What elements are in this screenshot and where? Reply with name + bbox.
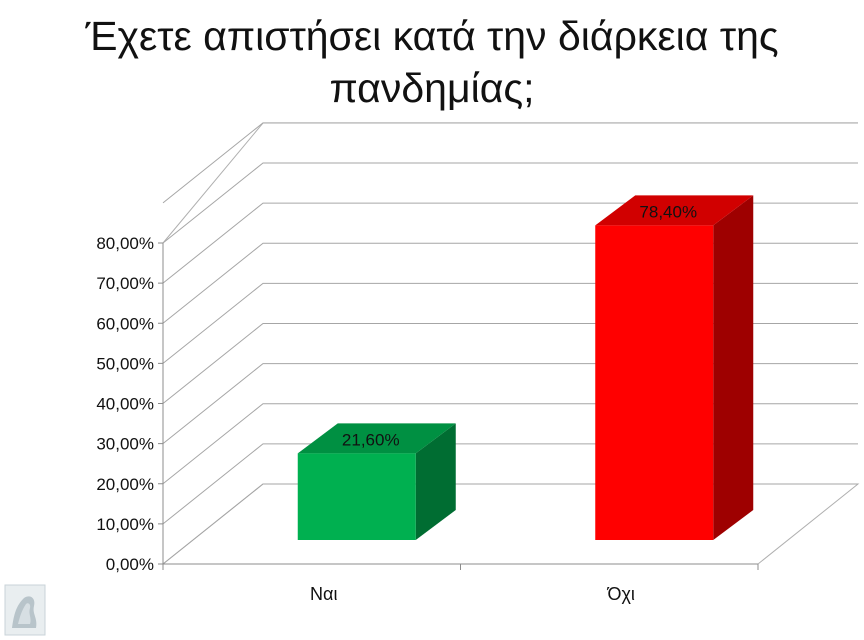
x-axis-ticks: Ναι Όχι [162,564,759,604]
logo-icon [4,584,46,636]
y-tick-label: 50,00% [96,354,154,373]
bar-side [713,195,754,541]
x-tick-label: Ναι [310,584,337,604]
bar-2 [595,195,754,541]
y-axis-ticks: 0,00% 10,00% 20,00% 30,00% 40,00% 50,00% 60,00… [96,234,163,574]
chart-floor [162,483,860,565]
bar-front [595,225,714,541]
chart-title-line-2: πανδημίας; [329,65,535,111]
chart-title: Έχετε απιστήσει κατά την διάρκεια της πα… [0,10,864,114]
bar-1 [297,423,456,540]
y-tick-label: 0,00% [106,555,154,574]
bar-top [297,423,456,454]
chart-title-line-1: Έχετε απιστήσει κατά την διάρκεια της [85,13,779,59]
x-tick-label: Όχι [607,584,635,604]
bar-top [595,195,754,226]
gridline [162,483,858,565]
bar-front [297,453,416,540]
bar-side [415,423,456,540]
gridline [162,162,858,244]
bars [297,195,754,541]
data-labels: 21,60% 78,40% [342,202,697,449]
data-label: 21,60% [342,430,400,449]
gridline [162,122,858,204]
gridlines [162,122,858,565]
y-tick-label: 70,00% [96,274,154,293]
back-wall-top-edge [162,122,858,244]
y-tick-label: 40,00% [96,395,154,414]
y-tick-label: 10,00% [96,515,154,534]
y-tick-label: 30,00% [96,435,154,454]
data-label: 78,40% [639,202,697,221]
chart-walls [162,122,860,565]
y-tick-label: 80,00% [96,234,154,253]
y-tick-label: 20,00% [96,475,154,494]
y-tick-label: 60,00% [96,314,154,333]
